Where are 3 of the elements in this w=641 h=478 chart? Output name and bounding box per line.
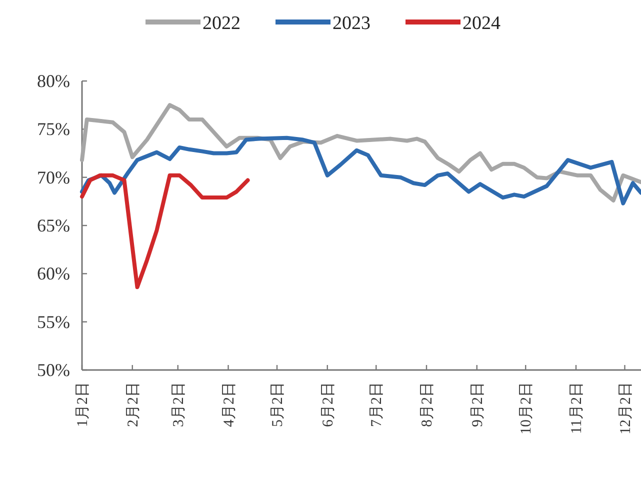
legend-label: 2022 <box>202 13 240 34</box>
legend-label: 2024 <box>462 13 501 34</box>
legend-label: 2023 <box>332 13 370 34</box>
